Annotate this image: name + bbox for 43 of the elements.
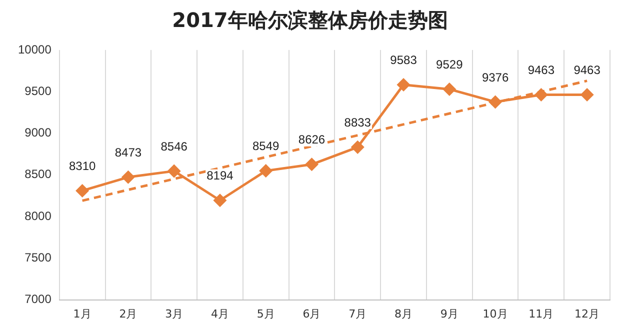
point [489,96,502,108]
y-tick-label: 9000 [24,126,52,140]
data-label: 8626 [298,132,326,147]
point [122,170,134,184]
point [397,78,410,91]
x-tick-label: 2月 [119,307,138,320]
data-label: 9376 [482,70,509,84]
x-tick-label: 8月 [394,307,413,320]
point [443,82,456,96]
x-tick-label: 6月 [302,307,321,320]
point [351,140,364,154]
x-tick-label: 4月 [210,307,229,320]
y-tick-label: 7500 [24,250,52,264]
data-label: 8473 [114,145,142,160]
point [580,88,594,101]
data-label: 8546 [160,139,188,154]
data-label: 8549 [252,139,280,154]
x-tick-label: 12月 [574,307,600,320]
data-label: 9463 [528,63,555,78]
x-tick-label: 1月 [73,307,92,320]
data-label: 9529 [436,58,464,72]
y-tick-label: 7000 [24,292,52,306]
point [76,184,89,197]
point [260,164,272,178]
data-label: 9583 [390,53,418,68]
point [214,194,226,207]
y-tick-label: 9500 [24,84,52,98]
x-tick-label: 5月 [256,307,275,320]
x-tick-label: 7月 [348,307,367,320]
data-label: 8194 [206,168,234,183]
y-tick-label: 10000 [18,42,52,56]
chart-title: 2017年哈尔滨整体房价走势图 [172,8,448,32]
y-tick-label: 8000 [24,208,52,223]
y-tick-label: 8500 [24,167,52,182]
data-label: 8310 [68,159,96,174]
x-tick-label: 9月 [440,307,458,320]
x-tick-label: 11月 [528,307,554,320]
x-tick-label: 3月 [165,307,184,320]
data-label: 8833 [344,115,372,130]
point [305,158,318,171]
x-tick-label: 10月 [482,307,508,320]
data-label: 9463 [574,63,601,78]
point [168,164,180,178]
